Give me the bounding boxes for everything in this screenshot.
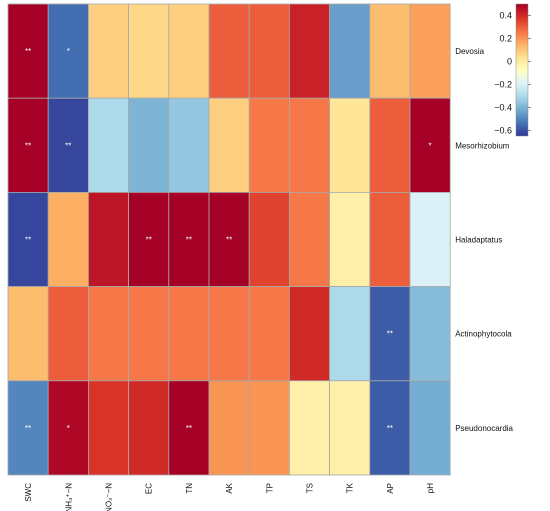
heatmap-cell — [248, 286, 290, 382]
heatmap-cell — [88, 191, 130, 287]
significance-marker: ** — [226, 236, 232, 245]
significance-marker: ** — [25, 141, 31, 150]
heatmap-cell — [288, 97, 330, 193]
significance-marker: ** — [146, 236, 152, 245]
significance-marker: ** — [25, 236, 31, 245]
colorbar: 0.4 0.2 0 −0.2 −0.4 −0.6 — [494, 3, 531, 137]
heatmap-cell — [248, 97, 290, 193]
row-label: Haladaptatus — [455, 236, 502, 245]
colorbar-tick-label: −0.4 — [494, 102, 512, 112]
colorbar-tick-label: −0.6 — [494, 125, 512, 135]
heatmap-cell — [47, 3, 89, 99]
heatmap-cell — [329, 3, 371, 99]
colorbar-gradient — [515, 3, 529, 137]
colorbar-tick-label: 0 — [507, 56, 512, 66]
column-label: TK — [346, 482, 355, 493]
heatmap-cell — [208, 380, 250, 476]
heatmap-cell — [369, 3, 411, 99]
heatmap-cell — [409, 286, 451, 382]
heatmap-cell — [369, 191, 411, 287]
colorbar-tick-label: 0.4 — [499, 10, 512, 20]
heatmap-cell — [128, 286, 170, 382]
heatmap-cell — [47, 97, 89, 193]
column-label: NO₃⁻−N — [105, 483, 114, 511]
heatmap-cells: ** *** ** *** ** ** ****** * ** ** — [7, 3, 451, 476]
heatmap-cell — [208, 3, 250, 99]
heatmap-cell — [248, 3, 290, 99]
column-label: TP — [265, 483, 274, 493]
heatmap-cell — [248, 380, 290, 476]
heatmap-cell — [88, 3, 130, 99]
heatmap-cell — [369, 97, 411, 193]
heatmap-cell — [288, 191, 330, 287]
significance-marker: ** — [387, 424, 393, 433]
heatmap-cell — [208, 97, 250, 193]
significance-marker: ** — [186, 236, 192, 245]
row-labels: Devosia Mesorhizobium Haladaptatus Actinoph… — [455, 47, 513, 433]
heatmap-cell — [288, 3, 330, 99]
heatmap-cell — [168, 97, 210, 193]
heatmap-cell — [329, 97, 371, 193]
heatmap-cell — [369, 380, 411, 476]
heatmap-cell — [88, 97, 130, 193]
row-label: Actinophytocola — [455, 330, 512, 339]
heatmap-cell — [409, 380, 451, 476]
significance-marker: * — [429, 141, 432, 150]
significance-marker: ** — [387, 330, 393, 339]
heatmap-cell — [88, 380, 130, 476]
significance-marker: * — [67, 47, 70, 56]
heatmap-cell — [128, 3, 170, 99]
colorbar-tick-label: 0.2 — [499, 33, 512, 43]
significance-marker: ** — [186, 424, 192, 433]
heatmap-cell — [208, 286, 250, 382]
heatmap-cell — [7, 3, 49, 99]
column-label: NH₄⁺−N — [64, 483, 73, 511]
row-label: Pseudonocardia — [455, 424, 513, 433]
column-labels: SWC NH₄⁺−N NO₃⁻−N EC TN AK TP TS TK AP pH — [24, 482, 435, 511]
heatmap-cell — [168, 286, 210, 382]
heatmap-cell — [248, 191, 290, 287]
heatmap-cell — [168, 380, 210, 476]
heatmap-cell — [369, 286, 411, 382]
heatmap-cell — [168, 191, 210, 287]
heatmap-cell — [168, 3, 210, 99]
colorbar-tick-label: −0.2 — [494, 79, 512, 89]
heatmap-cell — [128, 380, 170, 476]
column-label: SWC — [24, 483, 33, 502]
heatmap-cell — [7, 286, 49, 382]
column-label: TS — [306, 483, 315, 493]
heatmap-cell — [329, 380, 371, 476]
heatmap-cell — [7, 191, 49, 287]
column-label: AP — [386, 483, 395, 494]
significance-marker: ** — [25, 424, 31, 433]
significance-marker: ** — [25, 47, 31, 56]
heatmap-cell — [7, 97, 49, 193]
significance-marker: ** — [65, 141, 71, 150]
heatmap-cell — [329, 286, 371, 382]
column-label: AK — [225, 482, 234, 493]
column-label: EC — [145, 483, 154, 494]
heatmap-cell — [128, 97, 170, 193]
column-label: TN — [185, 483, 194, 494]
heatmap-cell — [409, 191, 451, 287]
significance-marker: * — [67, 424, 70, 433]
heatmap-cell — [288, 380, 330, 476]
column-label: pH — [426, 483, 435, 493]
row-label: Devosia — [455, 47, 484, 56]
heatmap-cell — [288, 286, 330, 382]
heatmap-cell — [88, 286, 130, 382]
heatmap-cell — [409, 3, 451, 99]
row-label: Mesorhizobium — [455, 141, 510, 150]
heatmap-cell — [329, 191, 371, 287]
heatmap-cell — [47, 191, 89, 287]
heatmap-cell — [47, 380, 89, 476]
heatmap-cell — [47, 286, 89, 382]
